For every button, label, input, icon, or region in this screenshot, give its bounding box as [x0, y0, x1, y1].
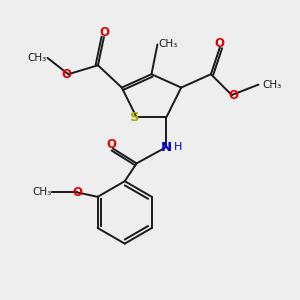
Text: O: O — [106, 138, 116, 151]
Text: O: O — [62, 68, 72, 81]
Text: CH₃: CH₃ — [158, 40, 178, 50]
Text: CH₃: CH₃ — [32, 188, 52, 197]
Text: CH₃: CH₃ — [262, 80, 281, 90]
Text: O: O — [99, 26, 109, 39]
Text: O: O — [72, 186, 82, 199]
Text: N: N — [161, 140, 172, 154]
Text: CH₃: CH₃ — [27, 53, 47, 63]
Text: O: O — [228, 88, 238, 101]
Text: H: H — [174, 142, 182, 152]
Text: S: S — [130, 111, 140, 124]
Text: O: O — [215, 37, 225, 50]
